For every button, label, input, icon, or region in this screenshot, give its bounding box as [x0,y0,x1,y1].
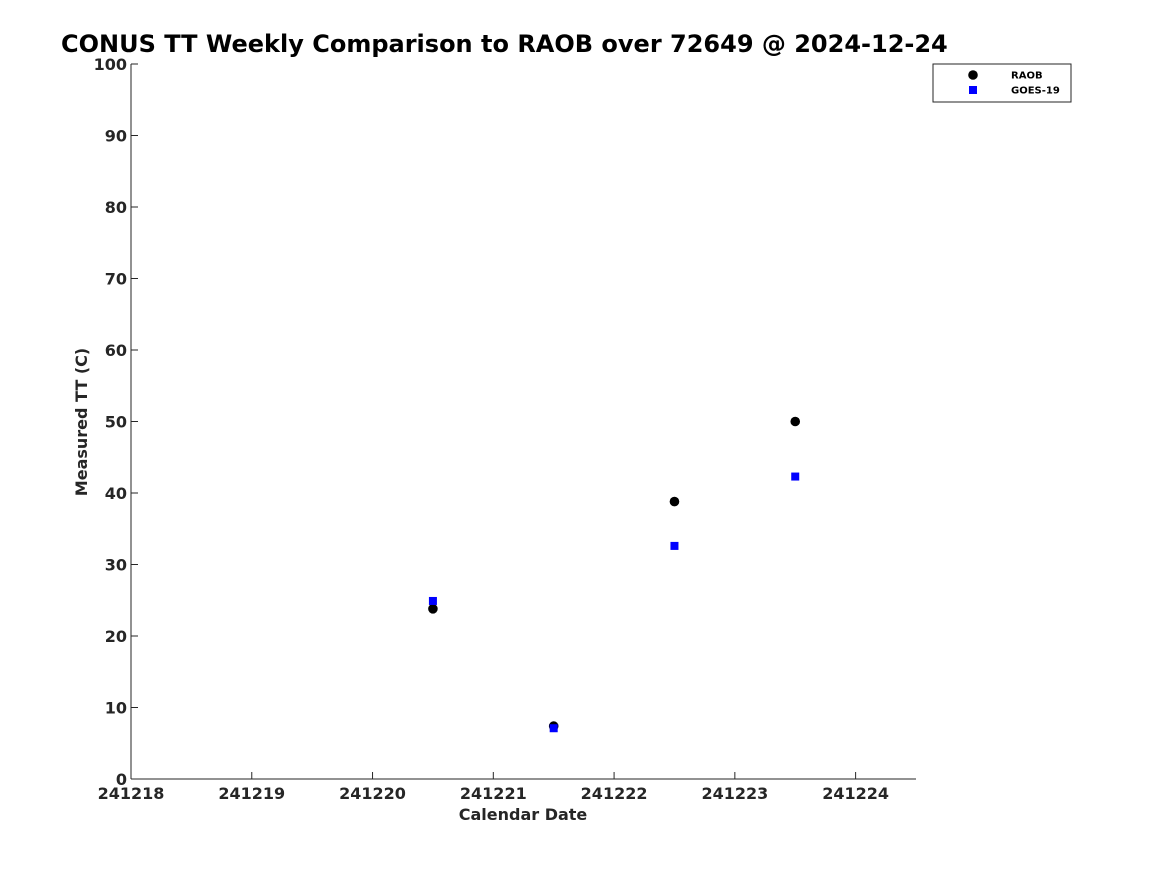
y-axis-label: Measured TT (C) [72,348,91,496]
goes-19-point [670,541,679,550]
legend-marker-goes-19 [969,86,977,94]
x-tick-label: 241218 [98,784,165,803]
y-tick-label: 80 [105,198,127,217]
y-tick-label: 100 [94,55,127,74]
legend-box [932,63,1072,103]
y-tick-label: 50 [105,413,127,432]
y-tick-label: 0 [116,770,127,789]
legend-marker-raob [968,70,978,80]
legend-label-raob: RAOB [1011,71,1043,82]
goes-19-point [428,596,437,605]
goes-19-point [549,724,558,733]
raob-point [428,604,438,614]
raob-point [790,416,801,427]
x-tick-label: 241220 [339,784,406,803]
legend-label-goes-19: GOES-19 [1011,86,1060,97]
y-tick-label: 20 [105,627,127,646]
y-tick-label: 30 [105,556,127,575]
chart-title: CONUS TT Weekly Comparison to RAOB over … [61,30,948,58]
x-tick-label: 241223 [701,784,768,803]
x-tick-label: 241222 [581,784,648,803]
goes-19-point [791,472,800,481]
y-tick-label: 10 [105,699,127,718]
y-tick-label: 40 [105,484,127,503]
x-tick-label: 241221 [460,784,527,803]
plot-area: 0 10 20 30 40 50 60 70 80 90 100 241218 241219 241220… [94,55,916,803]
raob-point [669,496,680,507]
y-tick-label: 60 [105,341,127,360]
x-axis-label: Calendar Date [459,805,588,824]
y-tick-label: 90 [105,127,127,146]
legend: RAOB GOES-19 [932,63,1072,103]
y-tick-label: 70 [105,270,127,289]
x-tick-label: 241219 [218,784,285,803]
x-tick-label: 241224 [822,784,889,803]
